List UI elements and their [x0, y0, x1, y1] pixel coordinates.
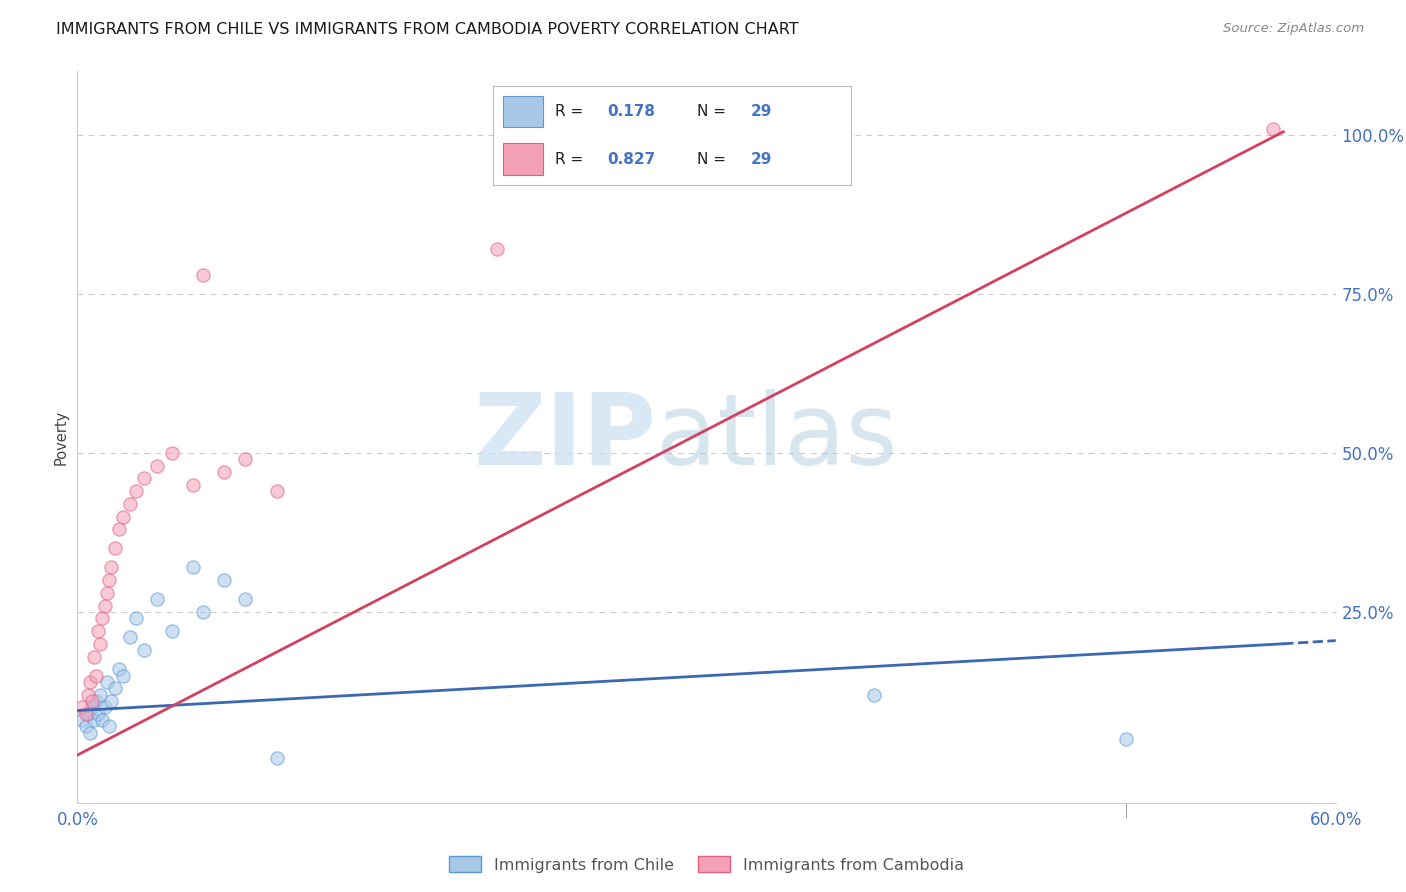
Point [89, 688, 111, 702]
Point [75, 706, 97, 721]
Point [100, 560, 122, 574]
Point [863, 688, 886, 702]
Point [76, 688, 98, 702]
Point [181, 560, 204, 574]
Text: atlas: atlas [657, 389, 898, 485]
Point [80, 700, 103, 714]
Point [146, 592, 169, 607]
Point [79, 675, 101, 690]
Point [118, 631, 141, 645]
Point [112, 668, 135, 682]
Point [93, 700, 115, 714]
Text: ZIP: ZIP [474, 389, 657, 485]
Point [89, 637, 111, 651]
Point [212, 573, 235, 587]
Point [79, 726, 101, 740]
Point [87, 706, 110, 721]
Point [125, 611, 148, 625]
Point [84, 668, 107, 682]
Point [104, 681, 127, 696]
Legend: Immigrants from Chile, Immigrants from Cambodia: Immigrants from Chile, Immigrants from C… [443, 849, 970, 879]
Point [266, 751, 288, 765]
Point [83, 649, 105, 664]
Point [108, 522, 131, 536]
Point [93, 599, 115, 613]
Point [118, 497, 141, 511]
Point [91, 713, 114, 727]
Point [191, 268, 215, 282]
Point [70, 713, 93, 727]
Text: Source: ZipAtlas.com: Source: ZipAtlas.com [1223, 22, 1364, 36]
Text: IMMIGRANTS FROM CHILE VS IMMIGRANTS FROM CAMBODIA POVERTY CORRELATION CHART: IMMIGRANTS FROM CHILE VS IMMIGRANTS FROM… [56, 22, 799, 37]
Point [233, 452, 256, 467]
Point [181, 477, 204, 491]
Point [160, 624, 183, 638]
Point [146, 458, 169, 473]
Point [125, 484, 148, 499]
Point [112, 509, 135, 524]
Point [485, 243, 508, 257]
Point [87, 624, 110, 638]
Point [83, 713, 105, 727]
Point [1115, 732, 1137, 747]
Point [96, 586, 118, 600]
Point [134, 643, 156, 657]
Point [97, 719, 120, 733]
Point [70, 700, 93, 714]
Point [91, 611, 114, 625]
Point [266, 484, 288, 499]
Point [104, 541, 127, 556]
Point [108, 662, 131, 676]
Point [76, 706, 98, 721]
Point [134, 471, 156, 485]
Point [84, 694, 107, 708]
Point [160, 446, 183, 460]
Point [97, 573, 120, 587]
Point [212, 465, 235, 479]
Point [80, 694, 103, 708]
Point [75, 719, 97, 733]
Point [100, 694, 122, 708]
Y-axis label: Poverty: Poverty [53, 409, 69, 465]
Point [1261, 121, 1284, 136]
Point [191, 605, 215, 619]
Point [96, 675, 118, 690]
Point [233, 592, 256, 607]
